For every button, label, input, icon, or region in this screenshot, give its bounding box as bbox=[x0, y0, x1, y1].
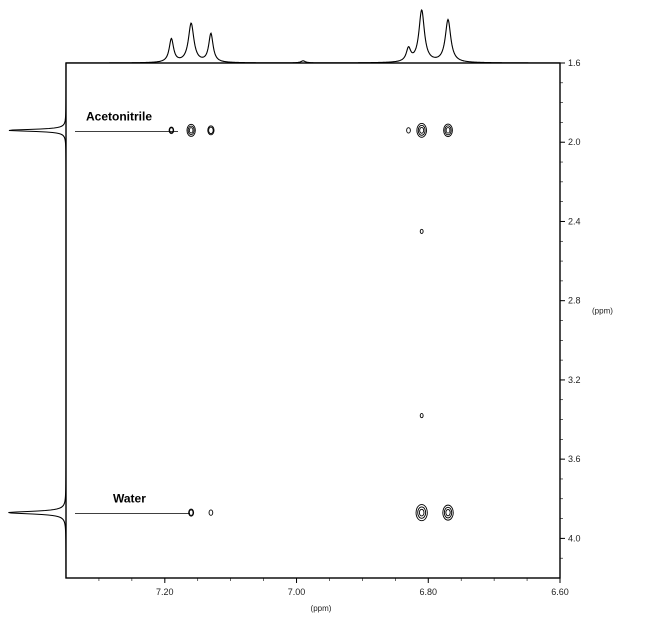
cross-peak bbox=[419, 228, 424, 234]
x-tick-label: 7.00 bbox=[288, 587, 306, 597]
left-projection-trace bbox=[8, 63, 67, 579]
x-axis-unit-label: (ppm) bbox=[311, 604, 332, 613]
y-tick-label: 3.6 bbox=[568, 454, 581, 464]
cross-peak bbox=[416, 122, 427, 138]
cross-peak bbox=[168, 126, 175, 135]
x-tick-label: 6.80 bbox=[420, 587, 438, 597]
cross-peak bbox=[186, 123, 196, 137]
svg-text:Acetonitrile: Acetonitrile bbox=[86, 109, 152, 123]
acetonitrile-annotation: Acetonitrile bbox=[75, 109, 178, 132]
cross-peak bbox=[415, 504, 428, 522]
y-axis-unit-label: (ppm) bbox=[592, 307, 613, 316]
y-tick-label: 3.2 bbox=[568, 375, 581, 385]
cross-peak bbox=[207, 125, 215, 136]
water-annotation: Water bbox=[75, 492, 190, 515]
y-tick-label: 2.4 bbox=[568, 216, 581, 226]
cross-peak bbox=[406, 127, 411, 134]
y-tick-label: 2.0 bbox=[568, 137, 581, 147]
svg-text:Water: Water bbox=[113, 492, 146, 506]
y-tick-label: 4.0 bbox=[568, 533, 581, 543]
y-tick-label: 2.8 bbox=[568, 296, 581, 306]
cross-peak bbox=[442, 504, 454, 521]
cross-peak bbox=[419, 413, 424, 419]
y-tick-label: 1.6 bbox=[568, 58, 581, 68]
cross-peak bbox=[208, 509, 214, 516]
cross-peak bbox=[188, 508, 195, 517]
cross-peak bbox=[443, 123, 453, 138]
top-projection-trace bbox=[66, 9, 560, 64]
x-tick-label: 6.60 bbox=[551, 587, 569, 597]
x-tick-label: 7.20 bbox=[156, 587, 174, 597]
